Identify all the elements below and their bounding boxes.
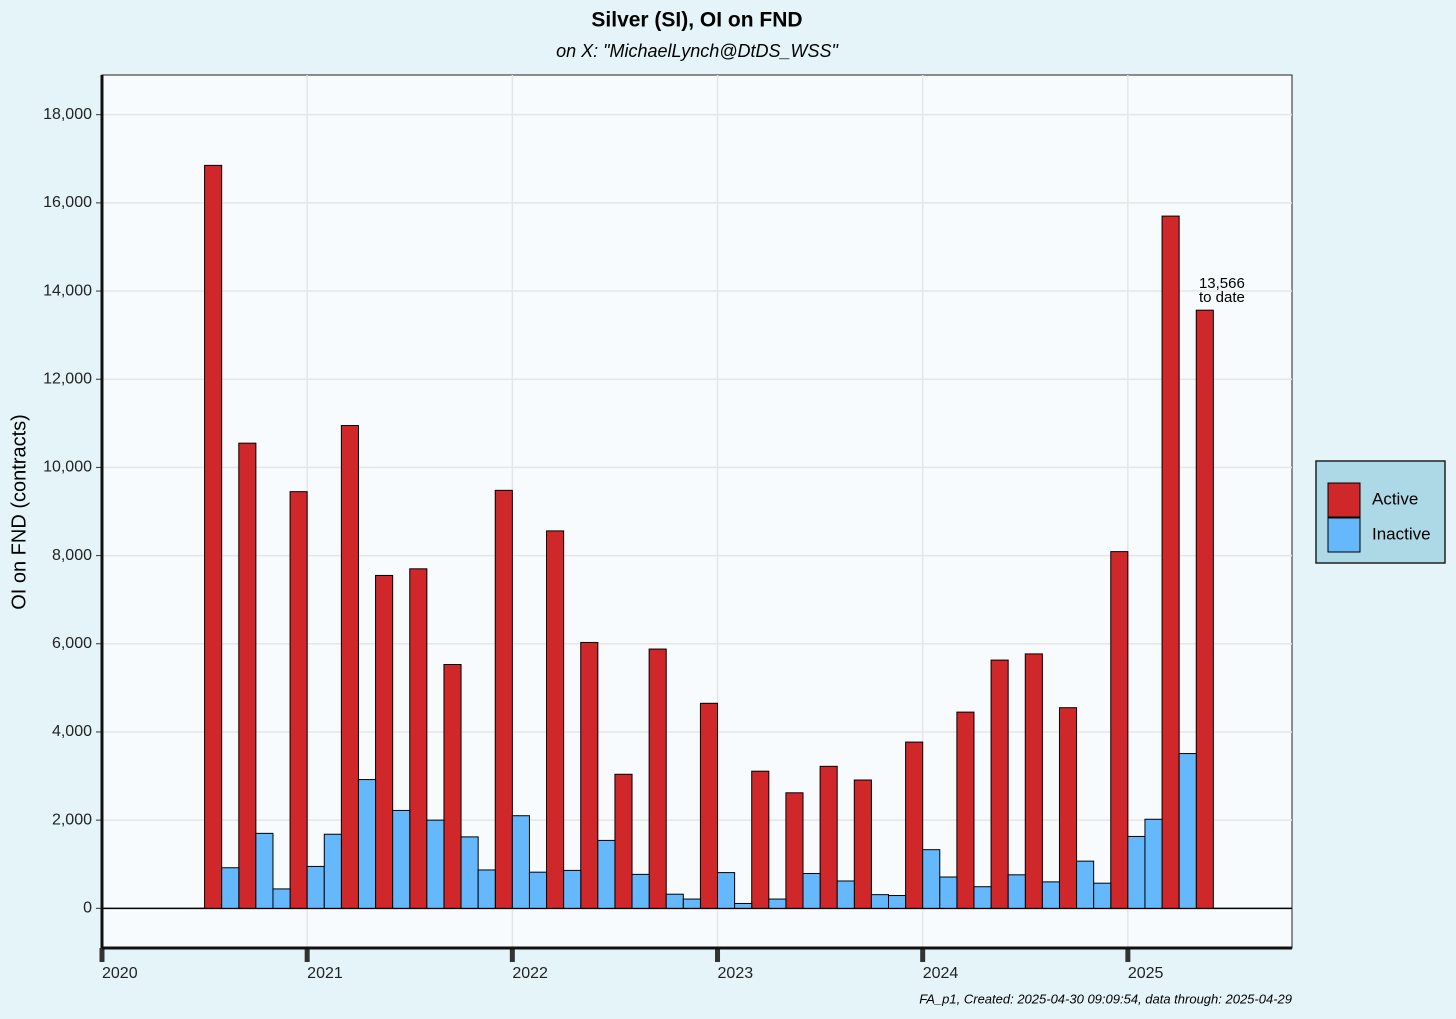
y-tick-label: 16,000 bbox=[43, 194, 92, 211]
bar bbox=[340, 425, 359, 909]
bar bbox=[238, 442, 257, 909]
bar bbox=[409, 568, 428, 909]
bar bbox=[597, 839, 616, 909]
bar bbox=[939, 876, 958, 909]
legend-key bbox=[1327, 482, 1361, 518]
bar bbox=[323, 833, 342, 909]
bar bbox=[272, 888, 291, 909]
bar bbox=[1041, 881, 1060, 909]
bar bbox=[717, 872, 736, 909]
annotation: 13,566 bbox=[1199, 275, 1245, 292]
bar bbox=[751, 770, 770, 909]
x-tick-label: 2022 bbox=[512, 965, 548, 982]
bar bbox=[204, 164, 223, 909]
bar bbox=[1007, 874, 1026, 909]
legend-key bbox=[1327, 517, 1361, 553]
x-tick-label: 2024 bbox=[923, 965, 959, 982]
bar bbox=[460, 836, 479, 909]
bar bbox=[785, 792, 804, 909]
x-tick-label: 2020 bbox=[102, 965, 138, 982]
y-tick-label: 8,000 bbox=[52, 547, 92, 564]
x-tick-label: 2025 bbox=[1128, 965, 1164, 982]
y-tick-label: 14,000 bbox=[43, 282, 92, 299]
bar bbox=[887, 895, 907, 909]
bar bbox=[528, 871, 548, 909]
bar bbox=[289, 491, 308, 909]
bar bbox=[631, 873, 650, 909]
bar bbox=[1076, 860, 1095, 909]
bar bbox=[648, 648, 667, 909]
x-tick-label: 2021 bbox=[307, 965, 343, 982]
bar bbox=[1161, 215, 1180, 909]
chart-title: Silver (SI), OI on FND bbox=[591, 9, 802, 32]
bar bbox=[1127, 835, 1146, 909]
bar bbox=[1195, 309, 1214, 909]
y-tick-label: 6,000 bbox=[52, 635, 92, 652]
bar bbox=[426, 819, 445, 909]
bar bbox=[1178, 753, 1197, 909]
bar bbox=[699, 702, 719, 909]
bar bbox=[870, 894, 889, 909]
bar bbox=[665, 893, 684, 909]
legend-label: Active bbox=[1372, 489, 1418, 508]
bar bbox=[819, 765, 838, 909]
bar bbox=[853, 779, 872, 909]
annotation: to date bbox=[1199, 289, 1245, 306]
y-tick-label: 10,000 bbox=[43, 459, 92, 476]
bar bbox=[956, 711, 975, 909]
bar bbox=[443, 663, 462, 909]
bar bbox=[922, 849, 941, 909]
y-tick-label: 12,000 bbox=[43, 370, 92, 387]
bar bbox=[392, 809, 411, 909]
bar bbox=[905, 741, 924, 909]
bar bbox=[306, 865, 325, 909]
y-tick-label: 18,000 bbox=[43, 106, 92, 123]
bar bbox=[477, 869, 496, 909]
bar bbox=[255, 832, 274, 909]
bar bbox=[511, 815, 530, 909]
bar bbox=[1058, 707, 1078, 909]
bar bbox=[614, 773, 633, 909]
bar bbox=[802, 872, 821, 909]
bar bbox=[1093, 882, 1112, 909]
legend-label: Inactive bbox=[1372, 524, 1431, 543]
y-tick-label: 2,000 bbox=[52, 811, 92, 828]
bar bbox=[546, 530, 565, 909]
bar bbox=[836, 880, 855, 909]
chart-subtitle: on X: "MichaelLynch@DtDS_WSS" bbox=[556, 41, 839, 61]
bar bbox=[494, 489, 513, 909]
bar bbox=[1024, 653, 1043, 909]
bar bbox=[221, 867, 240, 909]
bar bbox=[580, 641, 599, 909]
bar bbox=[357, 779, 377, 909]
y-tick-label: 4,000 bbox=[52, 723, 92, 740]
x-tick-label: 2023 bbox=[718, 965, 754, 982]
bar bbox=[1144, 818, 1163, 909]
bar bbox=[734, 902, 753, 909]
bar bbox=[973, 886, 992, 909]
bar bbox=[1110, 551, 1129, 909]
footnote: FA_p1, Created: 2025-04-30 09:09:54, dat… bbox=[919, 991, 1292, 1006]
y-tick-label: 0 bbox=[83, 900, 92, 917]
bar bbox=[682, 898, 701, 909]
bar bbox=[563, 869, 582, 909]
bar bbox=[375, 574, 394, 909]
y-axis-label: OI on FND (contracts) bbox=[8, 414, 30, 610]
bar bbox=[990, 659, 1009, 909]
bar bbox=[768, 898, 787, 909]
